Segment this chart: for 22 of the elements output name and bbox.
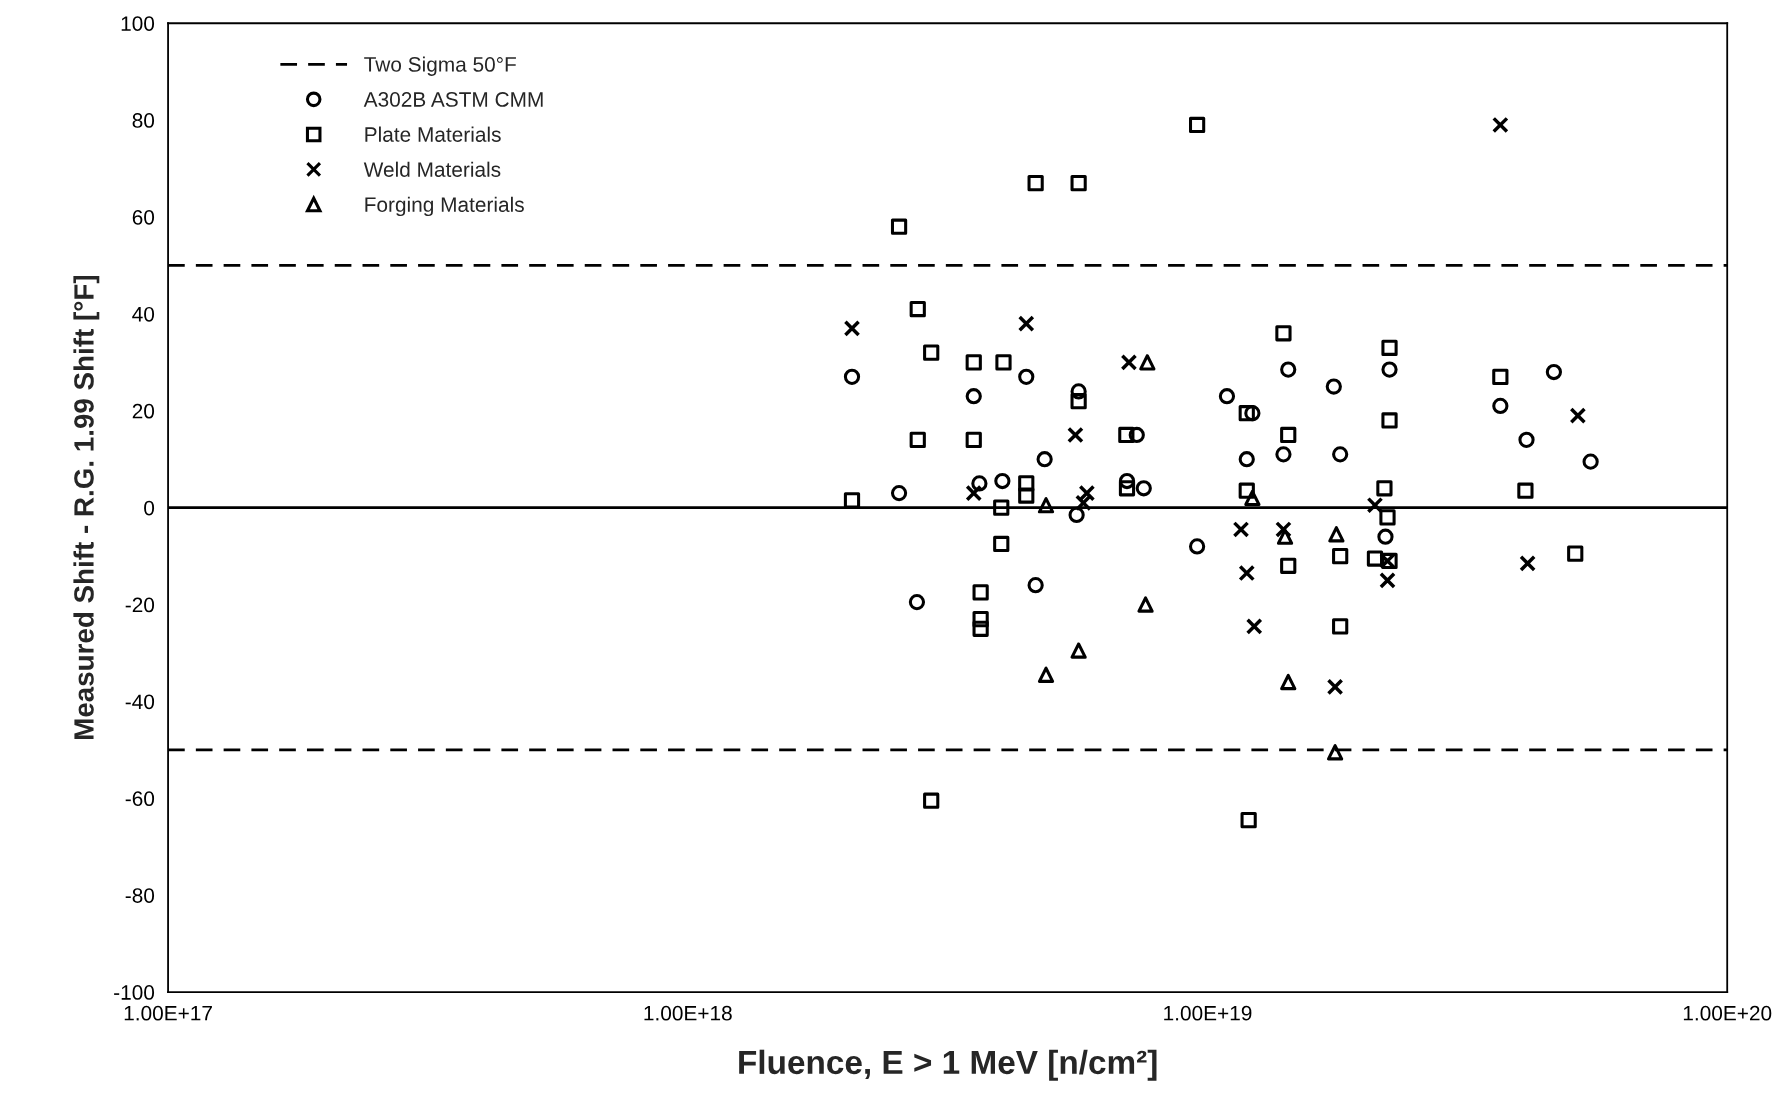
x-tick-label: 1.00E+19	[1164, 1005, 1252, 1021]
y-axis-title: Measured Shift - R.G. 1.99 Shift [°F]	[73, 276, 100, 739]
x-tick-label: 1.00E+20	[1683, 1005, 1772, 1021]
legend-label: Weld Materials	[363, 161, 501, 177]
y-tick-label: 80	[132, 113, 155, 128]
x-tick-label: 1.00E+18	[644, 1005, 732, 1021]
y-tick-label: 0	[144, 500, 155, 516]
legend-label: Plate Materials	[365, 126, 501, 142]
y-tick-label: -60	[125, 791, 155, 807]
y-tick-label: -80	[125, 888, 155, 903]
x-tick-label: 1.00E+17	[124, 1005, 212, 1021]
y-tick-label: -100	[114, 985, 155, 1000]
legend-label: Two Sigma 50°F	[364, 56, 516, 76]
x-axis-title: Fluence, E > 1 MeV [n/cm²]	[739, 1049, 1157, 1081]
y-tick-label: 20	[132, 403, 155, 419]
y-tick-label: 40	[132, 306, 155, 322]
y-tick-label: 100	[121, 16, 155, 31]
y-tick-label: 60	[132, 210, 155, 225]
y-tick-label: -20	[125, 597, 155, 613]
y-tick-label: -40	[125, 694, 155, 710]
legend-label: Forging Materials	[365, 196, 524, 217]
legend-label: A302B ASTM CMM	[363, 92, 543, 107]
